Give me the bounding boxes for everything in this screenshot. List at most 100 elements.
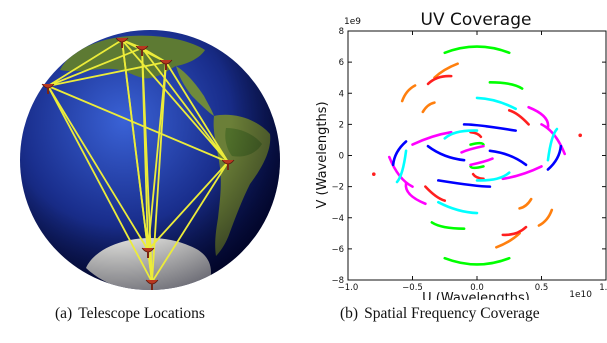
uv-track-1-1 — [495, 232, 521, 249]
uv-track-1-4 — [421, 101, 436, 114]
uv-track-4-0 — [426, 144, 466, 162]
telescope-station-1 — [41, 83, 55, 94]
baseline-1-7 — [47, 85, 153, 283]
baseline-1-2 — [47, 39, 123, 87]
uv-track-5-5 — [546, 127, 559, 162]
uv-track-2-0 — [426, 74, 453, 86]
uv-track-4-3 — [437, 179, 492, 188]
uv-track-3-5 — [404, 182, 427, 206]
x-tick-label: −1.0 — [338, 283, 359, 293]
y-tick-label: −6 — [331, 245, 344, 255]
x-exponent-label: 1e10 — [569, 290, 592, 300]
baseline-lines — [47, 39, 229, 283]
globe-shading — [20, 30, 280, 290]
uv-track-2-4 — [469, 130, 483, 139]
telescope-station-7 — [145, 279, 159, 290]
dish-mount-icon — [227, 164, 229, 170]
y-tick-label: −2 — [331, 183, 344, 193]
dish-mount-icon — [141, 50, 143, 56]
uv-track-1-0 — [433, 62, 459, 79]
baseline-3-5 — [141, 47, 229, 163]
telescope-station-5 — [221, 159, 235, 170]
chart-title: UV Coverage — [421, 10, 532, 30]
uv-track-5-4 — [395, 149, 408, 184]
caption-b-text: Spatial Frequency Coverage — [364, 305, 540, 322]
uv-track-0-5 — [469, 165, 485, 170]
telescope-station-4 — [159, 59, 173, 70]
uv-track-0-0 — [443, 45, 511, 55]
caption-a-tag: (a) — [55, 305, 73, 322]
uv-track-4-5 — [391, 140, 408, 167]
uv-track-5-3 — [475, 96, 517, 111]
uv-track-4-4 — [546, 144, 563, 171]
x-tick-label: −0.5 — [402, 283, 423, 293]
uv-track-5-2 — [437, 200, 479, 215]
baseline-3-7 — [141, 47, 153, 283]
uv-track-0-2 — [430, 221, 466, 230]
baseline-5-6 — [147, 161, 229, 251]
baseline-1-4 — [47, 61, 167, 87]
y-exponent-label: 1e9 — [344, 17, 361, 27]
uv-track-3-6 — [460, 144, 485, 154]
caption-telescope-locations: (a) Telescope Locations — [55, 305, 211, 323]
uv-track-3-0 — [411, 130, 453, 146]
caption-a-text: Telescope Locations — [78, 305, 205, 322]
axis-ticks: −1.0 −0.5 0.0 0.5 1.0 8 6 4 2 0 −2 −4 −6 −8 — [331, 27, 607, 293]
y-axis-label: V (Wavelengths) — [315, 101, 330, 208]
uv-track-5-0 — [443, 129, 479, 140]
uv-track-1-3 — [537, 208, 554, 227]
telescope-station-6 — [141, 247, 155, 258]
uv-track-2-3 — [424, 185, 447, 202]
dish-mount-icon — [165, 64, 167, 70]
x-tick-label: 1.0 — [599, 283, 607, 293]
uv-track-2-1 — [501, 225, 528, 237]
uv-track-1-5 — [518, 197, 533, 210]
baseline-1-3 — [47, 47, 143, 87]
uv-track-1-2 — [400, 84, 417, 103]
dish-mount-icon — [147, 252, 149, 258]
baseline-1-5 — [47, 85, 229, 163]
uv-track-4-2 — [462, 123, 517, 132]
telescope-markers — [41, 37, 235, 290]
y-tick-label: −8 — [331, 276, 344, 286]
x-tick-label: 0.5 — [535, 283, 549, 293]
uv-track-4-1 — [488, 149, 528, 167]
caption-b-tag: (b) — [340, 305, 359, 322]
y-tick-label: 8 — [339, 27, 344, 37]
caption-spatial-frequency: (b) Spatial Frequency Coverage — [340, 305, 546, 323]
baseline-4-7 — [151, 61, 167, 283]
telescope-locations-panel: (a) Telescope Locations — [20, 30, 280, 323]
uv-track-0-3 — [488, 81, 524, 90]
telescope-station-3 — [135, 45, 149, 56]
uv-tracks — [372, 45, 582, 266]
uv-coverage-panel: UV Coverage 1e9 1e10 V (Wavelengths) U (… — [300, 0, 607, 343]
uv-coverage-chart: UV Coverage 1e9 1e10 V (Wavelengths) U (… — [315, 10, 607, 306]
uv-track-5-1 — [475, 171, 511, 182]
y-tick-label: 6 — [339, 58, 344, 68]
uv-track-2-2 — [507, 109, 530, 126]
dish-mount-icon — [121, 42, 123, 48]
x-tick-label: 0.0 — [470, 283, 484, 293]
y-tick-label: 2 — [339, 120, 344, 130]
uv-track-3-7 — [469, 157, 494, 167]
uv-track-0-1 — [443, 256, 511, 266]
y-tick-label: 0 — [339, 152, 344, 162]
y-tick-label: 4 — [339, 89, 344, 99]
baseline-4-6 — [147, 61, 167, 251]
uv-point — [372, 172, 376, 176]
uv-track-0-4 — [469, 141, 485, 146]
baseline-2-5 — [121, 39, 229, 163]
uv-track-2-5 — [471, 172, 485, 181]
plot-area-frame — [347, 30, 607, 281]
globe-figure — [20, 30, 280, 290]
baseline-5-7 — [151, 161, 229, 283]
dish-mount-icon — [47, 88, 49, 94]
baseline-3-4 — [141, 47, 167, 63]
baseline-1-6 — [47, 85, 149, 251]
uv-point — [578, 133, 582, 138]
baseline-4-5 — [165, 61, 229, 163]
telescope-station-2 — [115, 37, 129, 48]
dish-mount-icon — [151, 284, 153, 290]
uv-track-3-4 — [527, 105, 550, 129]
y-tick-label: −4 — [331, 214, 344, 224]
